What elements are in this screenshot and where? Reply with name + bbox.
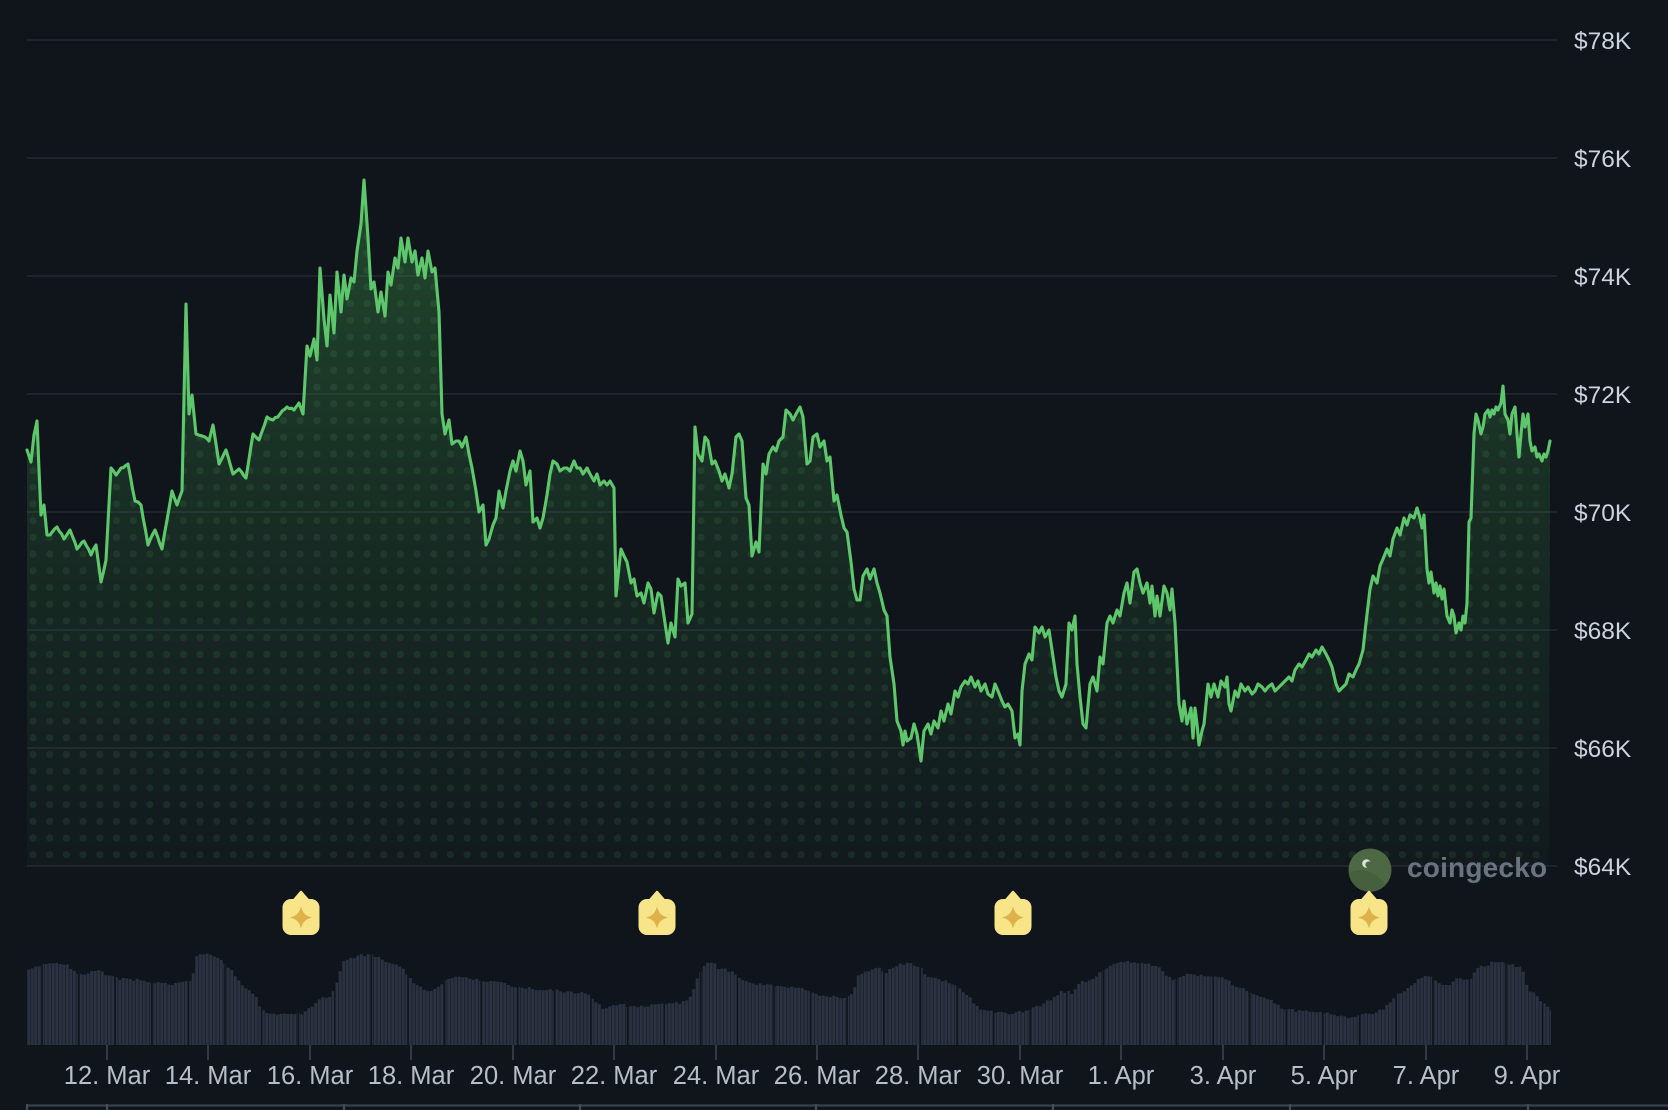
svg-text:$68K: $68K — [1574, 618, 1632, 645]
svg-text:16. Mar: 16. Mar — [267, 1062, 354, 1090]
svg-text:7. Apr: 7. Apr — [1393, 1062, 1460, 1090]
svg-text:12. Mar: 12. Mar — [64, 1062, 151, 1090]
svg-text:$78K: $78K — [1574, 28, 1632, 55]
svg-text:$72K: $72K — [1574, 382, 1632, 409]
svg-text:1. Apr: 1. Apr — [1088, 1062, 1155, 1090]
svg-text:$66K: $66K — [1574, 736, 1632, 763]
svg-text:3. Apr: 3. Apr — [1190, 1062, 1257, 1090]
svg-text:$70K: $70K — [1574, 500, 1632, 527]
svg-text:9. Apr: 9. Apr — [1494, 1062, 1561, 1090]
svg-text:22. Mar: 22. Mar — [571, 1062, 658, 1090]
svg-text:18. Mar: 18. Mar — [368, 1062, 455, 1090]
svg-text:26. Mar: 26. Mar — [774, 1062, 861, 1090]
svg-text:14. Mar: 14. Mar — [165, 1062, 252, 1090]
svg-text:$64K: $64K — [1574, 854, 1632, 881]
svg-text:20. Mar: 20. Mar — [470, 1062, 557, 1090]
svg-text:coingecko: coingecko — [1407, 852, 1547, 883]
svg-text:28. Mar: 28. Mar — [875, 1062, 962, 1090]
svg-text:$76K: $76K — [1574, 146, 1632, 173]
svg-text:5. Apr: 5. Apr — [1291, 1062, 1358, 1090]
svg-text:24. Mar: 24. Mar — [673, 1062, 760, 1090]
svg-text:30. Mar: 30. Mar — [977, 1062, 1064, 1090]
svg-text:$74K: $74K — [1574, 264, 1632, 291]
